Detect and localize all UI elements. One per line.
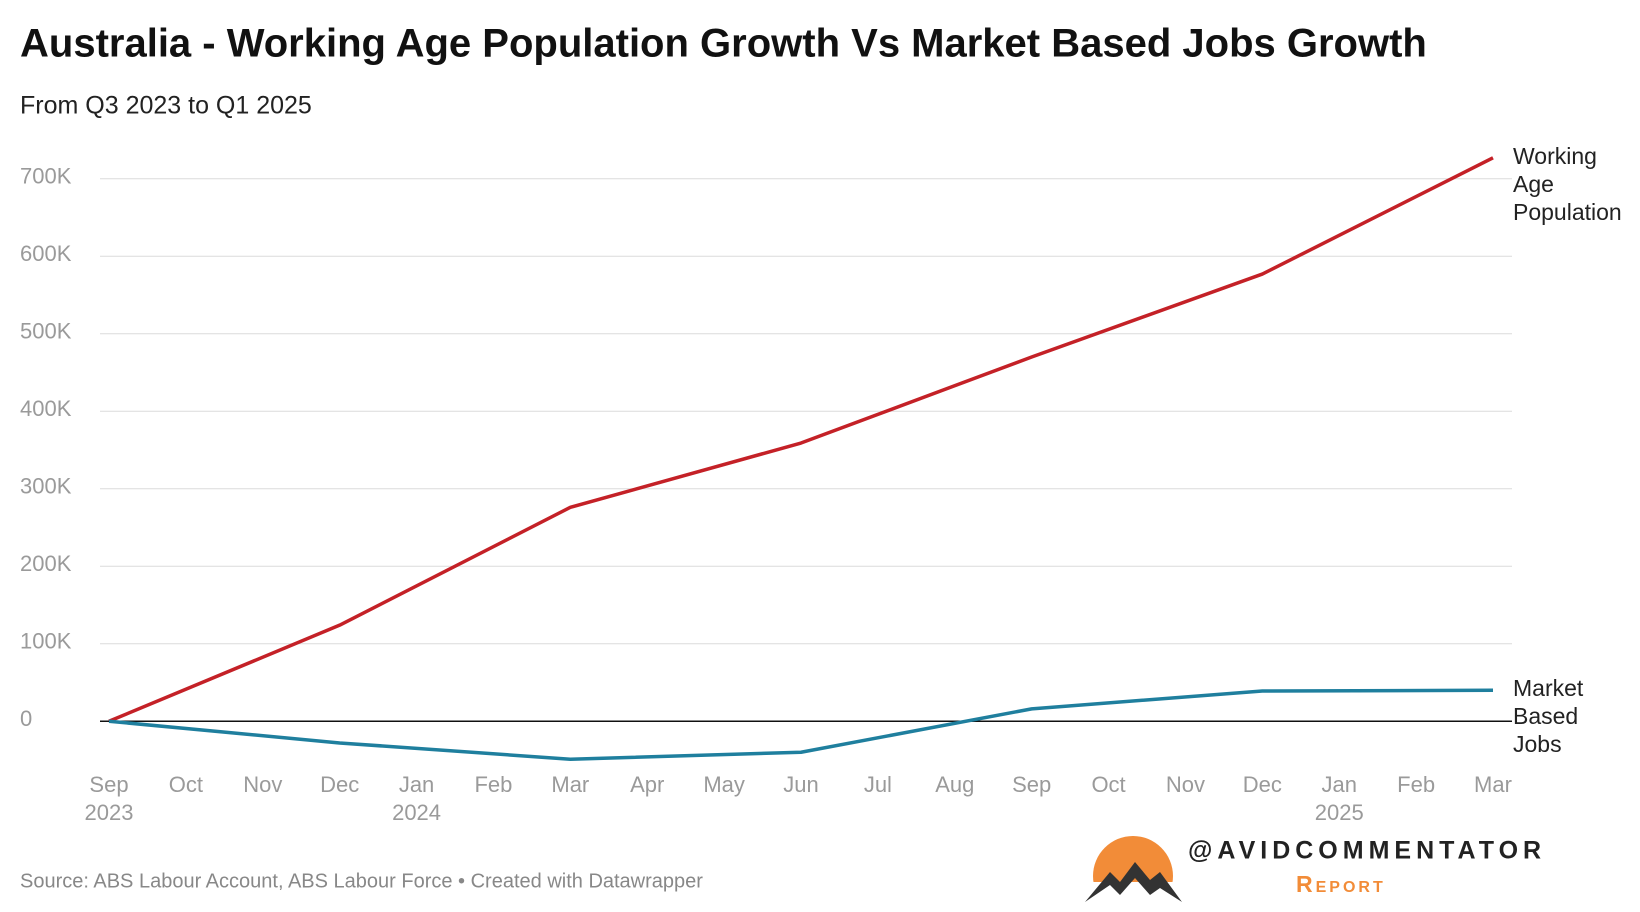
chart-title: Australia - Working Age Population Growt…	[20, 22, 1427, 66]
y-tick-label: 300K	[20, 474, 72, 499]
x-tick-label: Oct	[169, 772, 203, 797]
y-tick-label: 0	[20, 706, 32, 731]
x-tick-label: Nov	[1166, 772, 1205, 797]
x-year-label: 2023	[85, 800, 134, 825]
y-tick-label: 100K	[20, 629, 72, 654]
x-year-label: 2025	[1315, 800, 1364, 825]
x-tick-label: Feb	[474, 772, 512, 797]
y-tick-label: 600K	[20, 241, 72, 266]
x-tick-label: Jan	[399, 772, 434, 797]
x-year-label: 2024	[392, 800, 441, 825]
series-line	[108, 688, 1494, 761]
y-tick-label: 700K	[20, 164, 72, 189]
x-tick-label: Dec	[1243, 772, 1282, 797]
x-tick-label: Sep	[1012, 772, 1051, 797]
x-tick-label: Mar	[1474, 772, 1512, 797]
brand-sub: Report	[1296, 871, 1386, 897]
x-tick-label: Mar	[551, 772, 589, 797]
y-tick-label: 200K	[20, 551, 72, 576]
x-tick-label: Aug	[935, 772, 974, 797]
series-line	[108, 156, 1494, 723]
x-tick-label: Sep	[89, 772, 128, 797]
x-tick-label: Dec	[320, 772, 359, 797]
source: Source: ABS Labour Account, ABS Labour F…	[20, 870, 703, 892]
x-tick-label: Jun	[783, 772, 818, 797]
series-label: Market Based Jobs	[1513, 675, 1584, 758]
series-label: Working Age Population	[1513, 142, 1622, 225]
chart-subtitle: From Q3 2023 to Q1 2025	[20, 92, 312, 120]
x-tick-label: Jul	[864, 772, 892, 797]
x-tick-label: Jan	[1321, 772, 1356, 797]
x-tick-label: Oct	[1091, 772, 1125, 797]
x-tick-label: Apr	[630, 772, 664, 797]
y-tick-label: 500K	[20, 319, 72, 344]
x-tick-label: Feb	[1397, 772, 1435, 797]
x-tick-label: Nov	[243, 772, 282, 797]
brand: @AVIDCOMMENTATOR	[1188, 837, 1546, 865]
y-tick-label: 400K	[20, 396, 72, 421]
logo: @AVIDCOMMENTATOR Report	[1080, 836, 1546, 912]
x-tick-label: May	[703, 772, 745, 797]
